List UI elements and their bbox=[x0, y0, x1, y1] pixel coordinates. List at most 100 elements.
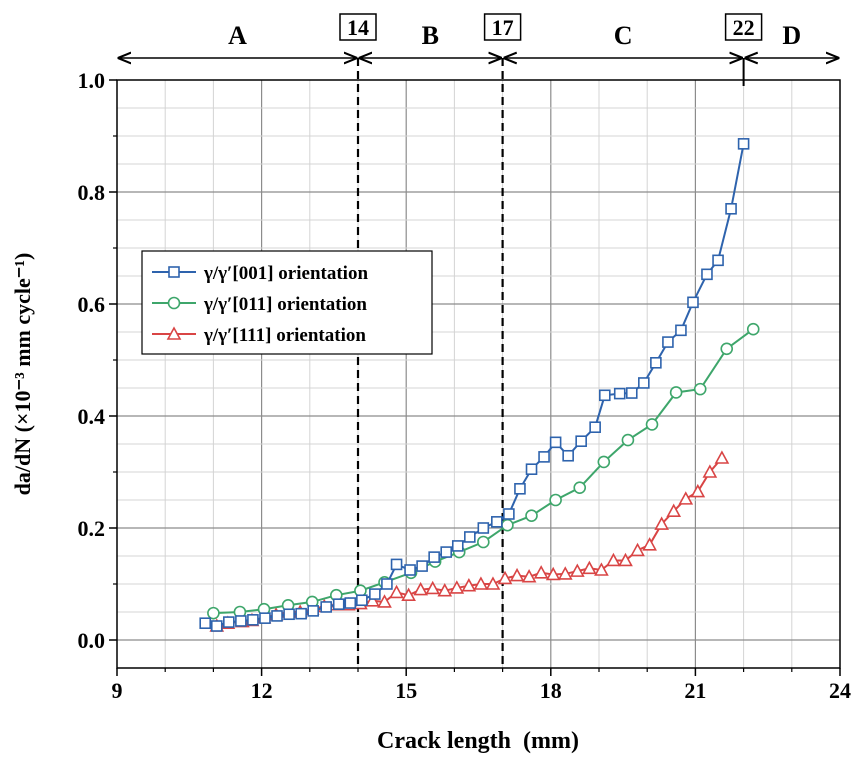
data-point-circle bbox=[621, 433, 635, 447]
legend-label: γ/γ′[011] orientation bbox=[203, 294, 367, 315]
data-point-square bbox=[451, 540, 464, 552]
data-point-square bbox=[416, 560, 428, 572]
data-point-square bbox=[589, 421, 601, 434]
y-tick-label: 0.0 bbox=[78, 628, 106, 653]
data-point-square bbox=[320, 601, 332, 613]
data-point-circle bbox=[549, 493, 562, 507]
x-tick-label: 24 bbox=[829, 678, 851, 703]
data-point-square bbox=[168, 266, 180, 278]
data-point-circle bbox=[746, 322, 760, 336]
data-point-square bbox=[737, 138, 750, 150]
data-point-square bbox=[538, 451, 550, 463]
legend-label: γ/γ′[001] orientation bbox=[203, 263, 368, 284]
data-point-triangle bbox=[545, 566, 561, 581]
data-point-square bbox=[701, 268, 713, 281]
data-point-circle bbox=[597, 455, 611, 469]
data-point-square bbox=[575, 435, 587, 448]
data-point-square bbox=[598, 389, 611, 402]
data-point-triangle bbox=[473, 576, 489, 590]
data-point-square bbox=[638, 377, 650, 389]
data-point-triangle bbox=[557, 566, 573, 580]
data-point-square bbox=[464, 531, 476, 543]
data-point-circle bbox=[525, 509, 538, 522]
data-point-triangle bbox=[401, 587, 416, 601]
data-point-triangle bbox=[714, 450, 730, 464]
data-point-triangle bbox=[437, 583, 453, 597]
data-point-square bbox=[235, 615, 247, 627]
data-point-triangle bbox=[389, 584, 404, 599]
data-point-triangle bbox=[497, 570, 513, 585]
series-line bbox=[204, 143, 745, 628]
data-point-triangle bbox=[582, 560, 597, 575]
y-tick-label: 0.6 bbox=[78, 292, 106, 317]
y-tick-label: 0.8 bbox=[78, 180, 106, 205]
data-point-square bbox=[687, 296, 699, 309]
data-point-square bbox=[332, 598, 345, 610]
data-point-square bbox=[725, 203, 737, 215]
data-point-triangle bbox=[509, 567, 525, 582]
region-label-C: C bbox=[614, 21, 633, 50]
data-point-circle bbox=[207, 606, 220, 620]
data-point-square bbox=[477, 522, 490, 534]
series-layer bbox=[199, 138, 760, 632]
region-label-B: B bbox=[422, 21, 439, 50]
boundary-box bbox=[339, 13, 377, 41]
data-point-square bbox=[428, 551, 440, 563]
data-point-triangle bbox=[569, 563, 585, 577]
data-point-circle bbox=[167, 296, 181, 310]
y-tick-label: 0.4 bbox=[78, 404, 106, 429]
data-point-circle bbox=[693, 382, 707, 396]
data-point-square bbox=[440, 546, 453, 558]
data-point-square bbox=[662, 336, 674, 348]
data-point-square bbox=[650, 356, 662, 369]
legend-label: γ/γ′[111] orientation bbox=[203, 325, 366, 346]
region-label-D: D bbox=[782, 21, 801, 50]
data-point-square bbox=[210, 620, 223, 632]
data-point-square bbox=[369, 588, 381, 600]
boundary-label: 14 bbox=[347, 15, 369, 40]
axis-ticks: 9 12 15 18 21 24 0.0 0.2 0.4 0.6 0.8 1.0 bbox=[78, 68, 852, 703]
legend: γ/γ′[001] orientation γ/γ′[011] orientati… bbox=[141, 250, 433, 355]
data-point-triangle bbox=[461, 578, 477, 592]
data-point-circle bbox=[573, 481, 587, 494]
data-point-circle bbox=[501, 518, 514, 532]
plot-frame bbox=[116, 79, 841, 669]
data-point-circle bbox=[720, 342, 734, 356]
x-tick-label: 12 bbox=[251, 678, 273, 703]
y-tick-label: 1.0 bbox=[78, 68, 106, 93]
series-line bbox=[213, 328, 754, 615]
data-point-square bbox=[356, 594, 368, 607]
data-point-triangle bbox=[618, 552, 633, 567]
data-point-triangle bbox=[166, 326, 182, 340]
data-point-triangle bbox=[678, 491, 694, 505]
boundary-box bbox=[724, 13, 763, 41]
data-point-square bbox=[549, 436, 562, 449]
data-point-circle bbox=[669, 386, 683, 399]
data-point-triangle bbox=[425, 580, 441, 595]
data-point-triangle bbox=[365, 593, 380, 607]
series-circle bbox=[207, 322, 760, 620]
data-point-square bbox=[712, 254, 724, 267]
x-tick-label: 9 bbox=[112, 678, 123, 703]
data-point-triangle bbox=[666, 503, 682, 517]
grid bbox=[117, 80, 840, 668]
data-point-triangle bbox=[533, 565, 549, 579]
data-point-square bbox=[503, 508, 515, 520]
region-annotations: A B C D 14 17 22 bbox=[119, 13, 838, 668]
data-point-square bbox=[344, 597, 357, 609]
data-point-square bbox=[307, 605, 319, 617]
data-point-square bbox=[259, 612, 271, 624]
data-point-square bbox=[514, 482, 526, 495]
data-point-square bbox=[525, 463, 538, 476]
data-point-triangle bbox=[630, 542, 645, 557]
data-point-square bbox=[625, 387, 638, 399]
data-point-square bbox=[404, 564, 416, 576]
data-point-triangle bbox=[606, 552, 621, 567]
data-point-triangle bbox=[690, 483, 706, 498]
data-point-square bbox=[283, 608, 295, 621]
x-axis-label: Crack length (mm) bbox=[377, 728, 579, 754]
boundary-label: 22 bbox=[733, 15, 755, 40]
data-point-triangle bbox=[521, 569, 537, 583]
data-point-square bbox=[562, 449, 574, 462]
